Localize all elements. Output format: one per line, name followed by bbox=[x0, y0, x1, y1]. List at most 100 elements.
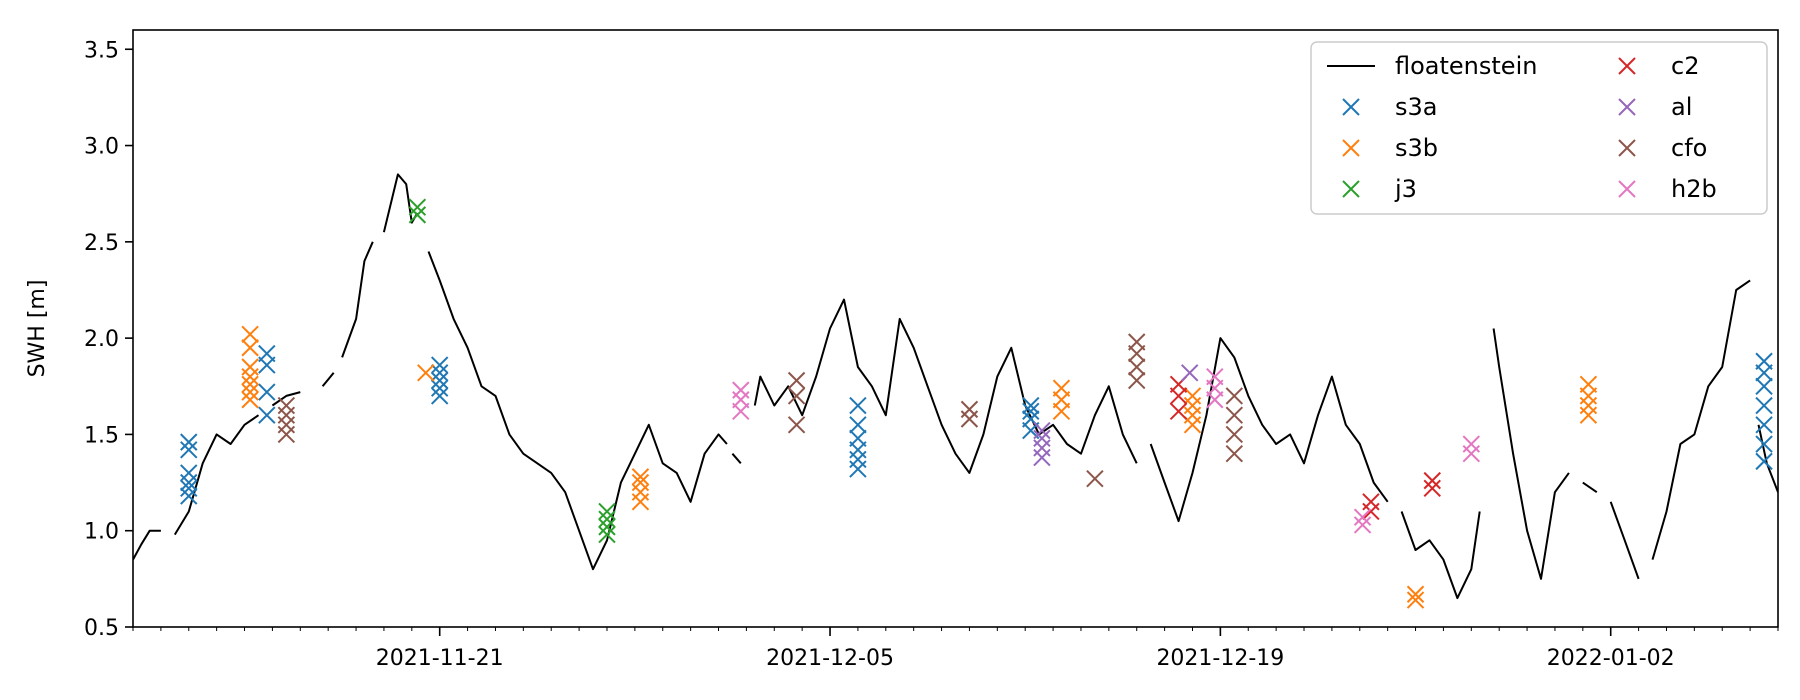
x-tick-label: 2022-01-02 bbox=[1547, 646, 1675, 671]
data-point-marker bbox=[1579, 396, 1598, 415]
line-segment bbox=[427, 251, 728, 571]
data-point-marker bbox=[241, 375, 259, 394]
line-segment bbox=[133, 529, 161, 561]
data-point-marker bbox=[430, 379, 449, 397]
series-floatenstein bbox=[133, 173, 1778, 600]
line-segment bbox=[1400, 511, 1481, 600]
legend-label: s3a bbox=[1395, 93, 1437, 121]
legend-label: c2 bbox=[1671, 52, 1699, 80]
data-point-marker bbox=[787, 387, 806, 405]
data-point-marker bbox=[1128, 333, 1146, 351]
series-al bbox=[1033, 364, 1199, 467]
legend-item-s3b: s3b bbox=[1342, 134, 1438, 162]
series-j3 bbox=[408, 198, 616, 544]
data-point-marker bbox=[1755, 416, 1773, 434]
data-point-marker bbox=[1406, 585, 1425, 603]
data-point-marker bbox=[1180, 364, 1199, 382]
data-point-marker bbox=[277, 396, 296, 415]
data-point-marker bbox=[1579, 375, 1598, 394]
legend: floatenstein s3a s3b j3 c2 al cfo h2b bbox=[1310, 41, 1768, 215]
line-segment bbox=[1651, 279, 1751, 560]
data-point-marker bbox=[1225, 444, 1244, 463]
data-point-marker bbox=[1353, 508, 1372, 526]
x-tick-label: 2021-11-21 bbox=[376, 646, 504, 671]
data-point-marker bbox=[277, 425, 296, 444]
line-segment bbox=[1582, 481, 1598, 494]
data-point-marker bbox=[408, 198, 427, 216]
data-point-marker bbox=[787, 416, 806, 434]
data-point-marker bbox=[1362, 493, 1380, 511]
data-point-marker bbox=[1183, 416, 1202, 434]
y-tick-label: 2.0 bbox=[84, 327, 119, 352]
series-cfo bbox=[277, 333, 1244, 488]
y-tick-label: 2.5 bbox=[84, 231, 119, 256]
data-point-marker bbox=[1755, 435, 1773, 453]
data-point-marker bbox=[1206, 367, 1224, 386]
data-point-marker bbox=[631, 483, 650, 501]
data-point-marker bbox=[1022, 396, 1040, 415]
data-point-marker bbox=[631, 468, 650, 486]
data-point-marker bbox=[430, 387, 449, 405]
data-point-marker bbox=[598, 502, 616, 521]
data-point-marker bbox=[1169, 402, 1188, 421]
data-point-marker bbox=[1128, 371, 1146, 390]
legend-label: s3b bbox=[1395, 134, 1438, 162]
legend-box bbox=[1310, 41, 1768, 215]
legend-item-j3: j3 bbox=[1342, 175, 1417, 203]
line-segment bbox=[271, 391, 301, 407]
legend-label: floatenstein bbox=[1395, 52, 1537, 80]
legend-item-s3a: s3a bbox=[1342, 93, 1437, 121]
data-point-marker bbox=[1128, 358, 1146, 376]
legend-marker-swatch bbox=[1618, 57, 1636, 75]
data-point-marker bbox=[960, 400, 979, 419]
data-point-marker bbox=[241, 391, 259, 409]
data-point-marker bbox=[960, 410, 979, 428]
x-axis: 2021-11-21 2021-12-05 2021-12-19 2022-01-02 bbox=[132, 627, 1779, 671]
data-point-marker bbox=[1462, 435, 1481, 453]
data-point-marker bbox=[1755, 352, 1773, 370]
data-point-marker bbox=[732, 381, 750, 399]
line-segment bbox=[1492, 328, 1570, 580]
x-tick-label: 2021-12-19 bbox=[1156, 646, 1284, 671]
data-point-marker bbox=[430, 364, 449, 382]
data-point-marker bbox=[1423, 479, 1441, 498]
data-point-marker bbox=[180, 464, 198, 482]
data-point-marker bbox=[258, 406, 276, 424]
data-point-marker bbox=[849, 429, 867, 447]
data-point-marker bbox=[1406, 591, 1425, 609]
data-point-marker bbox=[241, 367, 259, 386]
data-point-marker bbox=[417, 364, 435, 382]
data-point-marker bbox=[277, 416, 296, 434]
data-point-marker bbox=[598, 510, 616, 528]
data-point-marker bbox=[258, 344, 276, 363]
data-point-marker bbox=[1353, 516, 1372, 534]
data-point-marker bbox=[1033, 448, 1051, 467]
legend-marker-swatch bbox=[1618, 98, 1636, 116]
legend-marker-swatch bbox=[1618, 139, 1636, 157]
plot-area-frame bbox=[132, 29, 1779, 628]
legend-label: h2b bbox=[1671, 175, 1717, 203]
data-point-marker bbox=[1183, 396, 1202, 415]
data-point-marker bbox=[1755, 377, 1773, 395]
data-point-marker bbox=[180, 479, 198, 498]
data-point-marker bbox=[180, 433, 198, 451]
data-point-marker bbox=[1423, 471, 1441, 490]
data-point-marker bbox=[849, 460, 867, 478]
data-point-marker bbox=[1022, 402, 1040, 421]
y-tick-label: 3.5 bbox=[84, 38, 119, 63]
data-point-marker bbox=[408, 206, 427, 224]
data-point-marker bbox=[1225, 387, 1244, 405]
data-point-marker bbox=[1225, 406, 1244, 424]
legend-marker-swatch bbox=[1618, 180, 1636, 198]
legend-item-h2b: h2b bbox=[1618, 175, 1717, 203]
data-point-marker bbox=[1052, 379, 1071, 397]
y-tick-label: 3.0 bbox=[84, 135, 119, 160]
data-point-marker bbox=[258, 383, 276, 401]
data-point-marker bbox=[1033, 421, 1051, 440]
legend-item-al: al bbox=[1618, 93, 1692, 121]
y-axis: 0.5 1.0 1.5 2.0 2.5 3.0 3.5 bbox=[84, 38, 133, 641]
line-segment bbox=[341, 241, 374, 358]
y-tick-label: 1.0 bbox=[84, 520, 119, 545]
line-segment bbox=[731, 453, 742, 464]
data-point-marker bbox=[732, 391, 750, 409]
